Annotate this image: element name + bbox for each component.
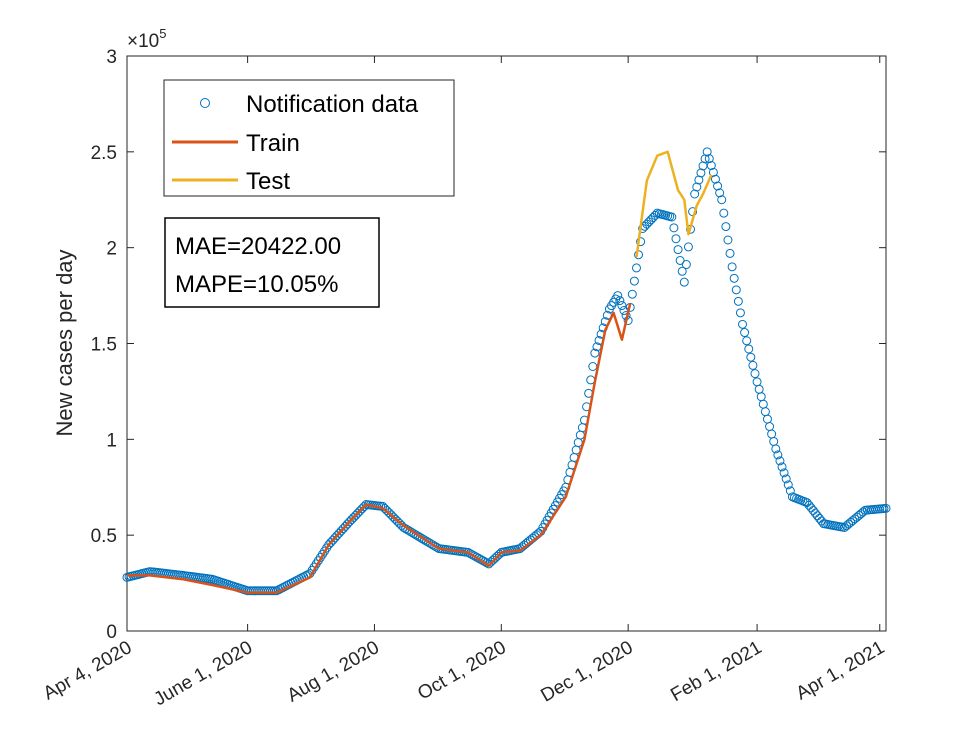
- data-point: [681, 260, 691, 270]
- data-point: [590, 348, 600, 358]
- mae-text: MAE=20422.00: [175, 233, 341, 260]
- data-point: [771, 444, 781, 454]
- data-point: [629, 276, 639, 286]
- data-point: [696, 168, 706, 178]
- data-point: [432, 542, 442, 552]
- data-point: [710, 174, 720, 184]
- data-point: [717, 195, 727, 205]
- data-point: [785, 486, 795, 496]
- data-point: [268, 586, 278, 596]
- data-point: [775, 456, 785, 466]
- y-exponent-base: ×10: [127, 31, 159, 52]
- data-point: [671, 234, 681, 244]
- data-point: [675, 255, 685, 265]
- data-point: [706, 161, 716, 171]
- data-point: [735, 308, 745, 318]
- data-point: [673, 245, 683, 255]
- data-point: [359, 502, 369, 512]
- metrics-box: [164, 217, 380, 308]
- legend-box: [163, 79, 455, 197]
- data-point: [783, 480, 793, 490]
- data-point: [742, 336, 752, 346]
- metrics-annotation: MAE=20422.00 MAPE=10.05%: [164, 217, 380, 308]
- data-point: [777, 462, 787, 472]
- legend-label-test: Test: [246, 168, 290, 195]
- data-point: [719, 208, 729, 218]
- y-tick-label: 3: [106, 47, 117, 68]
- data-point: [627, 289, 637, 299]
- data-point: [617, 301, 627, 311]
- data-point: [740, 328, 750, 338]
- data-point: [881, 503, 891, 513]
- y-tick-label: 2: [106, 239, 117, 260]
- y-tick-label: 1: [106, 430, 117, 451]
- data-point: [750, 369, 760, 379]
- data-point: [781, 474, 791, 484]
- mape-text: MAPE=10.05%: [175, 271, 338, 298]
- data-point: [727, 262, 737, 272]
- data-point: [738, 319, 748, 329]
- data-point: [708, 167, 718, 177]
- data-point: [779, 468, 789, 478]
- y-axis-label: New cases per day: [52, 249, 77, 436]
- data-point: [692, 182, 702, 192]
- data-point: [677, 266, 687, 276]
- data-point: [713, 181, 723, 191]
- legend: Notification data Train Test: [163, 79, 455, 197]
- data-point: [694, 175, 704, 185]
- data-point: [773, 450, 783, 460]
- y-tick-label: 1.5: [91, 335, 117, 356]
- y-exponent-label: ×105: [127, 26, 166, 52]
- data-point: [702, 147, 712, 157]
- data-point: [613, 291, 623, 301]
- data-point: [690, 189, 700, 199]
- data-point: [729, 273, 739, 283]
- data-point: [733, 296, 743, 306]
- data-point: [715, 188, 725, 198]
- data-point: [725, 248, 735, 258]
- y-tick-label: 0.5: [91, 526, 117, 547]
- data-point: [721, 222, 731, 232]
- data-point: [636, 237, 646, 247]
- data-point: [631, 263, 641, 273]
- data-point: [704, 154, 714, 164]
- series-layer: [122, 147, 891, 596]
- series-train-line: [127, 302, 632, 594]
- y-tick-label: 2.5: [91, 143, 117, 164]
- legend-marker-notification-data: [200, 98, 210, 108]
- legend-label-train: Train: [246, 130, 300, 157]
- legend-label-notification-data: Notification data: [246, 91, 419, 118]
- y-axis-ticks: 0 0.5 1 1.5 2 2.5 3: [91, 47, 886, 643]
- data-point: [858, 507, 868, 517]
- data-point: [746, 352, 756, 362]
- data-point: [679, 277, 689, 287]
- data-point: [744, 344, 754, 354]
- series-test-line: [635, 150, 713, 258]
- data-point: [723, 235, 733, 245]
- data-point: [731, 285, 741, 295]
- y-exponent-power: 5: [159, 26, 166, 41]
- data-point: [615, 296, 625, 306]
- y-tick-label: 0: [106, 622, 117, 643]
- data-point: [683, 242, 693, 252]
- data-point: [669, 223, 679, 233]
- data-point: [700, 154, 710, 164]
- data-point: [667, 212, 677, 222]
- data-point: [748, 360, 758, 370]
